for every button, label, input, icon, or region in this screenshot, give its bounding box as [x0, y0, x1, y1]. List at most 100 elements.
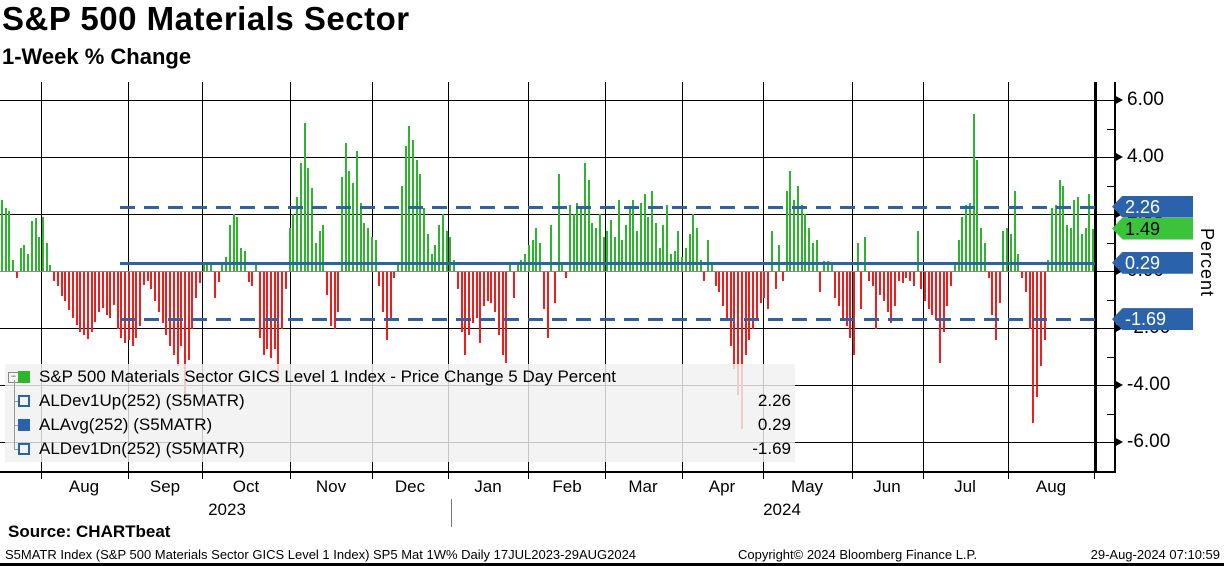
bar-positive[interactable] [397, 262, 400, 271]
bar-negative[interactable] [512, 272, 515, 298]
bar-positive[interactable] [423, 208, 426, 271]
bar-negative[interactable] [113, 272, 116, 305]
bar-positive[interactable] [808, 228, 811, 271]
bar-negative[interactable] [494, 272, 497, 312]
bar-negative[interactable] [142, 272, 145, 285]
bar-negative[interactable] [737, 272, 740, 395]
bar-positive[interactable] [303, 122, 306, 271]
bar-positive[interactable] [535, 228, 538, 271]
bar-positive[interactable] [613, 236, 616, 271]
bar-positive[interactable] [662, 225, 665, 271]
legend-row-alavg[interactable]: ALAvg(252) (S5MATR) 0.29 [5, 413, 795, 437]
bar-positive[interactable] [255, 263, 258, 271]
bar-negative[interactable] [83, 272, 86, 335]
bar-negative[interactable] [116, 272, 119, 329]
bar-positive[interactable] [557, 174, 560, 271]
bar-negative[interactable] [501, 272, 504, 355]
bar-positive[interactable] [1013, 191, 1016, 271]
bar-negative[interactable] [1036, 272, 1039, 398]
bar-negative[interactable] [875, 272, 878, 329]
bar-positive[interactable] [243, 251, 246, 271]
bar-positive[interactable] [654, 222, 657, 271]
bar-negative[interactable] [725, 272, 728, 321]
bar-negative[interactable] [146, 272, 149, 281]
bar-positive[interactable] [408, 125, 411, 271]
bar-negative[interactable] [213, 272, 216, 298]
bar-negative[interactable] [56, 272, 59, 287]
bar-negative[interactable] [262, 272, 265, 355]
bar-negative[interactable] [912, 272, 915, 287]
bar-positive[interactable] [426, 233, 429, 271]
bar-positive[interactable] [374, 239, 377, 271]
bar-negative[interactable] [927, 272, 930, 310]
bar-positive[interactable] [453, 259, 456, 271]
bar-positive[interactable] [800, 205, 803, 271]
bar-positive[interactable] [621, 239, 624, 271]
bar-negative[interactable] [251, 272, 254, 287]
bar-positive[interactable] [1077, 196, 1080, 271]
bar-negative[interactable] [849, 272, 852, 338]
bar-positive[interactable] [411, 139, 414, 271]
bar-negative[interactable] [946, 272, 949, 307]
bar-negative[interactable] [333, 272, 336, 329]
bar-negative[interactable] [75, 272, 78, 325]
bar-negative[interactable] [172, 272, 175, 355]
bar-positive[interactable] [916, 231, 919, 271]
bar-positive[interactable] [1051, 208, 1054, 271]
bar-negative[interactable] [180, 272, 183, 347]
bar-positive[interactable] [550, 225, 553, 271]
bar-positive[interactable] [587, 179, 590, 271]
bar-positive[interactable] [367, 228, 370, 271]
bar-negative[interactable] [273, 272, 276, 349]
bar-positive[interactable] [1009, 233, 1012, 271]
bar-positive[interactable] [415, 159, 418, 271]
bar-positive[interactable] [206, 263, 209, 271]
bar-positive[interactable] [359, 202, 362, 271]
bar-negative[interactable] [382, 272, 385, 312]
bar-negative[interactable] [890, 272, 893, 324]
bar-negative[interactable] [542, 272, 545, 310]
bar-negative[interactable] [124, 272, 127, 344]
bar-negative[interactable] [882, 272, 885, 301]
bar-negative[interactable] [109, 272, 112, 318]
bar-negative[interactable] [157, 272, 160, 312]
bar-positive[interactable] [527, 245, 530, 271]
bar-negative[interactable] [1028, 272, 1031, 329]
bar-negative[interactable] [464, 272, 467, 355]
bar-negative[interactable] [755, 272, 758, 318]
bar-positive[interactable] [666, 205, 669, 271]
bar-negative[interactable] [460, 272, 463, 332]
bar-positive[interactable] [961, 216, 964, 271]
bar-positive[interactable] [1047, 259, 1050, 271]
bar-positive[interactable] [785, 191, 788, 271]
bar-positive[interactable] [531, 239, 534, 271]
bar-positive[interactable] [804, 214, 807, 271]
bar-negative[interactable] [389, 272, 392, 320]
bar-positive[interactable] [692, 214, 695, 271]
bar-positive[interactable] [210, 265, 213, 271]
bar-negative[interactable] [950, 272, 953, 287]
bar-negative[interactable] [744, 272, 747, 355]
bar-positive[interactable] [983, 242, 986, 271]
bar-negative[interactable] [393, 272, 396, 278]
bar-positive[interactable] [707, 239, 710, 271]
bar-positive[interactable] [322, 225, 325, 271]
bar-negative[interactable] [281, 272, 284, 329]
bar-negative[interactable] [329, 272, 332, 327]
bar-positive[interactable] [1002, 231, 1005, 271]
bar-positive[interactable] [12, 259, 15, 271]
bar-positive[interactable] [232, 214, 235, 271]
bar-positive[interactable] [628, 208, 631, 271]
bar-positive[interactable] [34, 218, 37, 271]
bar-negative[interactable] [505, 272, 508, 364]
bar-negative[interactable] [326, 272, 329, 295]
bar-negative[interactable] [554, 272, 556, 304]
bar-positive[interactable] [1069, 228, 1072, 271]
bar-negative[interactable] [475, 272, 478, 318]
bar-negative[interactable] [79, 272, 82, 332]
bar-negative[interactable] [101, 272, 104, 308]
bar-positive[interactable] [27, 253, 30, 271]
bar-positive[interactable] [796, 185, 799, 271]
bar-positive[interactable] [643, 194, 646, 271]
bar-negative[interactable] [127, 272, 130, 341]
